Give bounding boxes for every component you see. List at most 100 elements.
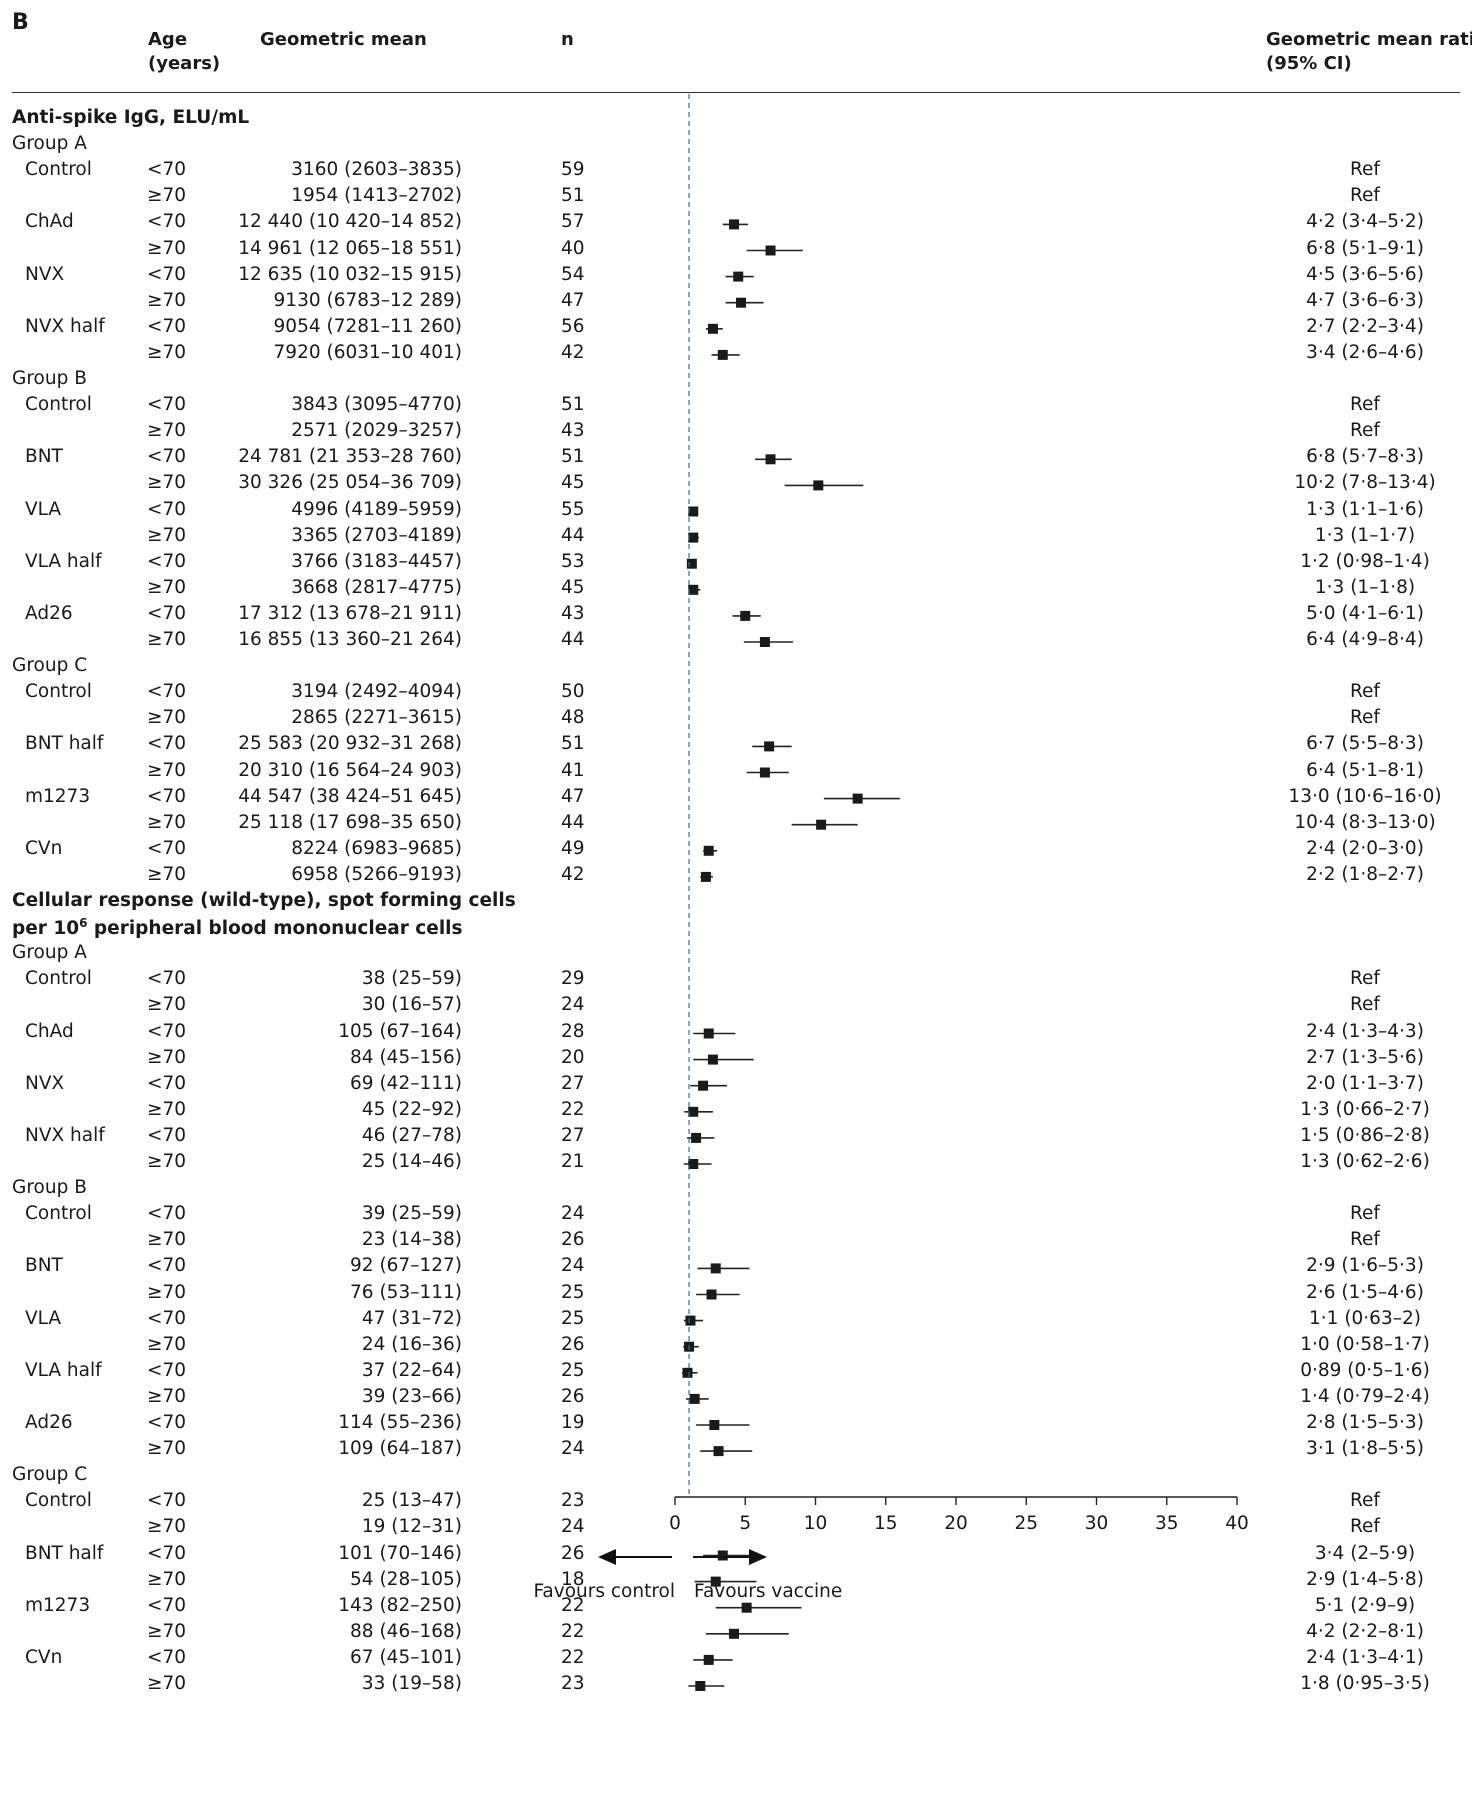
n-value: 26 bbox=[561, 1385, 585, 1407]
geometric-mean-value: 54 (28–105) bbox=[350, 1568, 462, 1590]
geometric-mean-value: 109 (64–187) bbox=[338, 1438, 462, 1460]
n-value: 22 bbox=[561, 1620, 585, 1642]
x-tick-label: 30 bbox=[1085, 1513, 1109, 1534]
favours-control-label: Favours control bbox=[533, 1581, 675, 1602]
ratio-value: 4·5 (3·6–5·6) bbox=[1306, 263, 1424, 285]
age-label: ≥70 bbox=[147, 524, 187, 546]
age-label: <70 bbox=[147, 1359, 187, 1381]
age-label: <70 bbox=[147, 602, 187, 624]
point-estimate bbox=[688, 584, 699, 595]
header-line: (95% CI) bbox=[1266, 53, 1352, 74]
age-label: ≥70 bbox=[147, 1673, 187, 1694]
point-estimate bbox=[764, 741, 775, 752]
point-estimate bbox=[717, 1550, 728, 1561]
geometric-mean-value: 3160 (2603–3835) bbox=[291, 159, 462, 181]
ratio-value: 2·7 (2·2–3·4) bbox=[1306, 315, 1424, 337]
ratio-value: 1·8 (0·95–3·5) bbox=[1300, 1673, 1430, 1694]
point-estimate bbox=[736, 297, 747, 308]
age-label: ≥70 bbox=[147, 1151, 187, 1172]
n-value: 56 bbox=[561, 315, 585, 337]
n-value: 22 bbox=[561, 1594, 585, 1616]
n-value: 43 bbox=[561, 602, 585, 624]
treatment-label: Control bbox=[25, 159, 92, 181]
point-estimate bbox=[689, 1393, 700, 1404]
point-estimate bbox=[703, 1654, 714, 1665]
treatment-label: BNT bbox=[25, 446, 63, 468]
panel-label: B bbox=[12, 10, 29, 35]
age-label: <70 bbox=[147, 1255, 187, 1277]
ratio-value: Ref bbox=[1350, 394, 1380, 416]
age-label: ≥70 bbox=[147, 759, 187, 781]
ratio-value: 2·0 (1·1–3·7) bbox=[1306, 1072, 1424, 1094]
ratio-value: 1·3 (1–1·8) bbox=[1314, 576, 1416, 598]
ratio-value: 1·2 (0·98–1·4) bbox=[1300, 550, 1430, 572]
n-value: 20 bbox=[561, 1046, 585, 1068]
n-value: 25 bbox=[561, 1281, 585, 1303]
point-estimate bbox=[707, 323, 718, 334]
n-value: 23 bbox=[561, 1673, 585, 1694]
treatment-label: CVn bbox=[25, 837, 63, 859]
point-estimate bbox=[765, 245, 776, 256]
age-label: ≥70 bbox=[147, 1333, 187, 1355]
point-estimate bbox=[698, 1080, 709, 1091]
geometric-mean-value: 2865 (2271–3615) bbox=[291, 707, 462, 729]
treatment-label: NVX half bbox=[25, 315, 105, 337]
geometric-mean-value: 3668 (2817–4775) bbox=[291, 576, 462, 598]
n-value: 55 bbox=[561, 498, 585, 520]
point-estimate bbox=[706, 1289, 717, 1300]
age-label: ≥70 bbox=[147, 1516, 187, 1538]
ratio-value: 2·9 (1·4–5·8) bbox=[1306, 1568, 1424, 1590]
point-estimate bbox=[695, 1681, 706, 1691]
ratio-value: Ref bbox=[1350, 968, 1380, 990]
treatment-label: VLA bbox=[25, 1307, 62, 1329]
age-label: ≥70 bbox=[147, 185, 187, 207]
age-label: <70 bbox=[147, 733, 187, 755]
n-value: 47 bbox=[561, 785, 585, 807]
treatment-label: Control bbox=[25, 968, 92, 990]
n-value: 24 bbox=[561, 1255, 585, 1277]
x-tick-label: 10 bbox=[804, 1513, 828, 1534]
ratio-value: 1·3 (0·66–2·7) bbox=[1300, 1098, 1430, 1120]
age-label: ≥70 bbox=[147, 472, 187, 494]
ratio-value: 2·4 (1·3–4·1) bbox=[1306, 1646, 1424, 1668]
point-estimate bbox=[688, 1106, 699, 1117]
n-value: 47 bbox=[561, 289, 585, 311]
ratio-value: 2·7 (1·3–5·6) bbox=[1306, 1046, 1424, 1068]
age-label: ≥70 bbox=[147, 1046, 187, 1068]
geometric-mean-value: 20 310 (16 564–24 903) bbox=[238, 759, 462, 781]
ratio-value: Ref bbox=[1350, 707, 1380, 729]
age-label: <70 bbox=[147, 1020, 187, 1042]
age-label: ≥70 bbox=[147, 1229, 187, 1251]
treatment-label: VLA half bbox=[25, 550, 102, 572]
n-value: 24 bbox=[561, 994, 585, 1016]
point-estimate bbox=[741, 1602, 752, 1613]
geometric-mean-value: 12 440 (10 420–14 852) bbox=[238, 211, 462, 233]
geometric-mean-value: 19 (12–31) bbox=[361, 1516, 462, 1538]
column-header-geometric-mean-ratio: Geometric mean ratio (95% CI) bbox=[1266, 28, 1472, 76]
point-estimate bbox=[759, 767, 770, 778]
treatment-label: NVX bbox=[25, 1072, 65, 1094]
n-value: 44 bbox=[561, 811, 585, 833]
x-tick-label: 5 bbox=[739, 1513, 751, 1534]
treatment-label: BNT half bbox=[25, 733, 104, 755]
geometric-mean-value: 12 635 (10 032–15 915) bbox=[238, 263, 462, 285]
n-value: 19 bbox=[561, 1412, 585, 1433]
n-value: 29 bbox=[561, 968, 585, 990]
ratio-value: 1·4 (0·79–2·4) bbox=[1300, 1385, 1430, 1407]
section-title: Anti-spike IgG, ELU/mL bbox=[12, 107, 250, 128]
geometric-mean-value: 1954 (1413–2702) bbox=[291, 185, 462, 207]
treatment-label: Control bbox=[25, 681, 92, 703]
ratio-value: 5·0 (4·1–6·1) bbox=[1306, 602, 1424, 624]
treatment-label: ChAd bbox=[25, 1020, 74, 1042]
age-label: <70 bbox=[147, 550, 187, 572]
geometric-mean-value: 92 (67–127) bbox=[350, 1255, 462, 1277]
ratio-value: 2·6 (1·5–4·6) bbox=[1306, 1281, 1424, 1303]
header-line: Geometric mean ratio bbox=[1266, 29, 1472, 50]
ratio-value: Ref bbox=[1350, 159, 1380, 181]
ratio-value: 2·8 (1·5–5·3) bbox=[1306, 1412, 1424, 1433]
ratio-value: 1·0 (0·58–1·7) bbox=[1300, 1333, 1430, 1355]
x-tick-label: 35 bbox=[1155, 1513, 1179, 1534]
age-label: <70 bbox=[147, 315, 187, 337]
